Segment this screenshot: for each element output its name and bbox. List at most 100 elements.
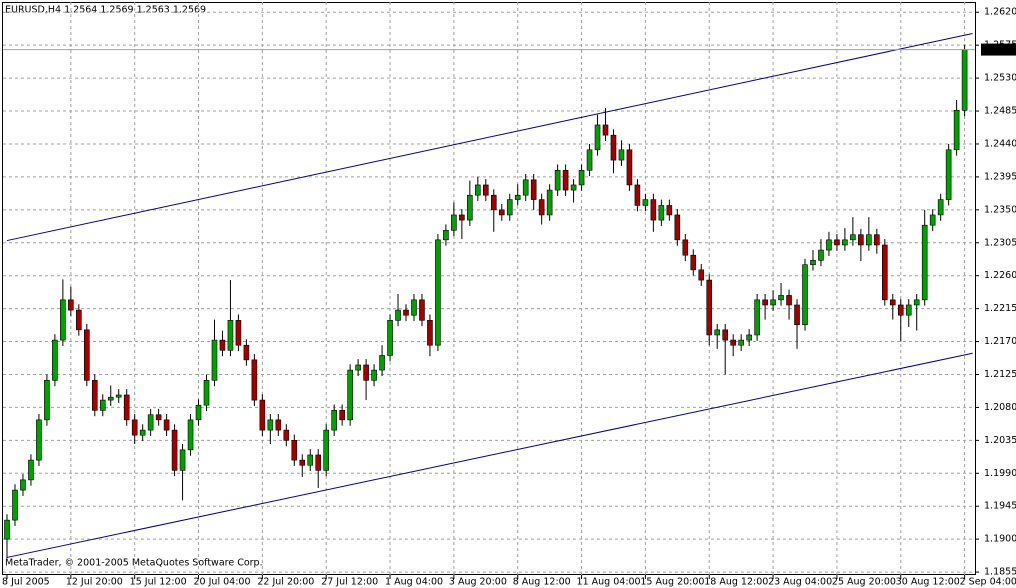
- candle-body: [786, 295, 792, 306]
- candle-body: [490, 194, 497, 211]
- trendline: [6, 352, 973, 558]
- y-tick-label: 1.2080: [984, 402, 1016, 413]
- candle-body: [251, 359, 258, 401]
- candle-body: [778, 295, 784, 301]
- candle-body: [698, 269, 705, 281]
- x-tick-label: 20 Jul 04:00: [194, 577, 251, 588]
- candle-body: [68, 299, 74, 311]
- x-tick-label: 18 Aug 12:00: [704, 577, 768, 588]
- candle-body: [203, 380, 210, 406]
- candle-body: [427, 320, 433, 346]
- candle-body: [147, 414, 154, 431]
- candle-body: [139, 429, 146, 436]
- candle-body: [826, 239, 832, 251]
- y-tick-label: 1.2035: [984, 435, 1016, 446]
- x-tick-label: 23 Aug 04:00: [768, 577, 832, 588]
- candle-body: [961, 49, 968, 111]
- candle-body: [347, 369, 353, 421]
- candle-body: [738, 339, 744, 346]
- candle-body: [371, 369, 377, 381]
- x-tick-label: 11 Aug 04:00: [577, 577, 641, 588]
- candle-body: [259, 399, 266, 431]
- candle-body: [84, 329, 90, 381]
- candle-body: [131, 419, 138, 436]
- candle-body: [171, 429, 178, 471]
- candle-body: [634, 184, 641, 206]
- y-tick-label: 1.2440: [984, 138, 1016, 149]
- candle-body: [929, 214, 936, 226]
- candle-body: [443, 230, 449, 241]
- candle-body: [451, 214, 457, 231]
- y-tick-label: 1.1855: [984, 567, 1016, 578]
- y-tick-label: 1.2350: [984, 204, 1016, 215]
- candle-body: [506, 199, 513, 216]
- candle-body: [163, 419, 170, 431]
- candle-body: [467, 194, 473, 221]
- candle-body: [339, 410, 345, 421]
- candle-body: [858, 234, 864, 246]
- candle-body: [28, 459, 34, 481]
- candle-body: [522, 179, 529, 196]
- candle-body: [12, 489, 18, 521]
- candle-body: [810, 260, 816, 266]
- candle-body: [905, 304, 912, 316]
- candle-body: [76, 309, 82, 331]
- x-tick-label: 25 Aug 20:00: [832, 577, 896, 588]
- candle-body: [770, 299, 776, 306]
- candle-body: [36, 419, 42, 461]
- candle-body: [594, 124, 601, 151]
- y-tick-label: 1.1990: [984, 468, 1016, 479]
- candle-body: [283, 429, 290, 441]
- candle-body: [403, 309, 409, 316]
- candle-body: [897, 304, 904, 316]
- candle-body: [395, 309, 401, 321]
- candle-body: [730, 339, 736, 346]
- y-tick-label: 1.1945: [984, 501, 1016, 512]
- candle-body: [195, 404, 202, 421]
- y-tick-label: 1.2215: [984, 303, 1016, 314]
- candle-body: [578, 170, 585, 186]
- candle-body: [123, 394, 130, 421]
- candle-body: [355, 364, 361, 371]
- candle-body: [4, 519, 10, 540]
- candle-body: [267, 419, 274, 431]
- candle-body: [115, 394, 122, 398]
- candle-body: [562, 170, 569, 191]
- candle-body: [243, 344, 250, 361]
- candle-body: [514, 194, 521, 200]
- candle-body: [953, 110, 960, 151]
- candle-body: [91, 380, 98, 411]
- candle-body: [850, 234, 856, 241]
- candle-body: [482, 184, 489, 196]
- candle-body: [155, 414, 162, 421]
- y-tick-label: 1.1900: [984, 534, 1016, 545]
- candle-body: [323, 429, 330, 471]
- candle-body: [275, 419, 282, 431]
- candle-body: [227, 320, 234, 351]
- x-tick-label: 1 Aug 04:00: [385, 577, 443, 588]
- candle-body: [945, 149, 952, 200]
- candle-body: [363, 364, 369, 381]
- candle-body: [626, 149, 633, 186]
- candle-body: [666, 205, 673, 216]
- y-tick-label: 1.2620: [984, 7, 1016, 18]
- candle-body: [586, 149, 593, 171]
- trendline: [6, 32, 973, 242]
- x-tick-label: 8 Aug 12:00: [513, 577, 571, 588]
- candle-body: [762, 299, 768, 306]
- footer: MetaTrader, © 2001-2005 MetaQuotes Softw…: [5, 558, 263, 569]
- candle-body: [187, 419, 194, 451]
- candle-body: [379, 355, 385, 371]
- candle-body: [866, 234, 872, 246]
- candle-body: [802, 264, 808, 326]
- candle-body: [235, 320, 242, 346]
- y-tick-label: 1.2305: [984, 237, 1016, 248]
- y-tick-label: 1.2170: [984, 336, 1016, 347]
- x-tick-label: 27 Jul 12:00: [321, 577, 378, 588]
- candle-body: [307, 454, 314, 466]
- candle-body: [52, 339, 58, 381]
- x-tick-label: 15 Aug 20:00: [640, 577, 704, 588]
- x-tick-label: 15 Jul 12:00: [130, 577, 187, 588]
- candle-body: [610, 134, 617, 161]
